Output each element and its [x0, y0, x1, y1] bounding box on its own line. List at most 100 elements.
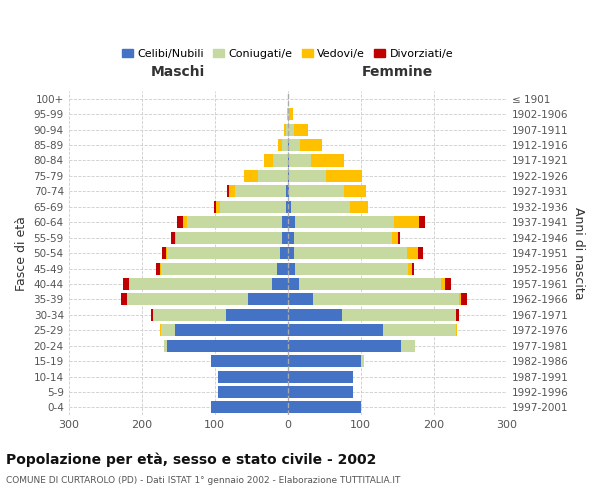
Bar	[265, 154, 273, 166]
Bar	[287, 324, 383, 336]
Bar	[287, 340, 401, 351]
Bar	[156, 262, 160, 274]
Y-axis label: Fasce di età: Fasce di età	[15, 216, 28, 290]
Bar	[287, 201, 292, 213]
Bar	[361, 355, 364, 367]
Bar	[287, 402, 361, 413]
Bar	[220, 201, 286, 213]
Bar	[162, 247, 166, 259]
Bar	[289, 108, 293, 120]
Bar	[459, 294, 461, 306]
Bar	[445, 278, 451, 290]
Bar	[408, 262, 412, 274]
Bar	[273, 154, 287, 166]
Bar	[277, 262, 287, 274]
Bar	[343, 309, 455, 321]
Bar	[394, 216, 419, 228]
Bar	[218, 370, 287, 382]
Bar	[311, 154, 344, 166]
Bar	[176, 232, 282, 243]
Bar	[229, 186, 235, 198]
Bar	[287, 154, 289, 166]
Bar	[175, 232, 176, 243]
Bar	[299, 278, 441, 290]
Bar	[287, 170, 289, 182]
Y-axis label: Anni di nascita: Anni di nascita	[572, 207, 585, 300]
Bar	[287, 309, 343, 321]
Bar	[286, 201, 287, 213]
Bar	[235, 186, 286, 198]
Bar	[121, 294, 127, 306]
Bar	[287, 124, 293, 136]
Bar	[282, 232, 287, 243]
Bar	[164, 340, 167, 351]
Bar	[287, 386, 353, 398]
Bar	[398, 232, 400, 243]
Bar	[461, 294, 467, 306]
Bar	[326, 170, 362, 182]
Bar	[227, 186, 229, 198]
Bar	[313, 294, 459, 306]
Bar	[383, 324, 455, 336]
Bar	[161, 324, 175, 336]
Bar	[286, 186, 287, 198]
Bar	[282, 216, 287, 228]
Bar	[344, 186, 366, 198]
Bar	[287, 262, 295, 274]
Bar	[244, 170, 259, 182]
Bar	[295, 262, 408, 274]
Bar	[418, 247, 424, 259]
Bar	[160, 324, 161, 336]
Bar	[287, 232, 293, 243]
Bar	[287, 186, 289, 198]
Text: COMUNE DI CURTAROLO (PD) - Dati ISTAT 1° gennaio 2002 - Elaborazione TUTTITALIA.: COMUNE DI CURTAROLO (PD) - Dati ISTAT 1°…	[6, 476, 400, 485]
Bar	[350, 201, 368, 213]
Bar	[161, 262, 277, 274]
Bar	[282, 139, 287, 151]
Text: Maschi: Maschi	[151, 64, 205, 78]
Bar	[287, 294, 313, 306]
Bar	[293, 232, 392, 243]
Bar	[129, 278, 272, 290]
Bar	[401, 340, 415, 351]
Bar	[287, 355, 361, 367]
Bar	[412, 262, 414, 274]
Legend: Celibi/Nubili, Coniugati/e, Vedovi/e, Divorziati/e: Celibi/Nubili, Coniugati/e, Vedovi/e, Di…	[118, 44, 458, 64]
Bar	[280, 247, 287, 259]
Bar	[293, 247, 407, 259]
Bar	[226, 309, 287, 321]
Bar	[167, 340, 287, 351]
Bar	[287, 370, 353, 382]
Bar	[160, 262, 161, 274]
Bar	[167, 247, 280, 259]
Bar	[183, 216, 187, 228]
Bar	[152, 309, 226, 321]
Bar	[178, 216, 183, 228]
Bar	[166, 247, 167, 259]
Bar	[289, 154, 311, 166]
Bar	[272, 278, 287, 290]
Bar	[419, 216, 425, 228]
Bar	[300, 139, 322, 151]
Bar	[284, 124, 286, 136]
Bar	[295, 216, 394, 228]
Text: Femmine: Femmine	[362, 64, 433, 78]
Bar	[455, 309, 459, 321]
Bar	[187, 216, 282, 228]
Bar	[175, 324, 287, 336]
Bar	[289, 170, 326, 182]
Bar	[289, 186, 344, 198]
Bar	[211, 402, 287, 413]
Bar	[289, 139, 300, 151]
Text: Popolazione per età, sesso e stato civile - 2002: Popolazione per età, sesso e stato civil…	[6, 452, 376, 467]
Bar	[124, 278, 129, 290]
Bar	[287, 108, 289, 120]
Bar	[216, 201, 220, 213]
Bar	[214, 201, 216, 213]
Bar	[218, 386, 287, 398]
Bar	[287, 139, 289, 151]
Bar	[287, 216, 295, 228]
Bar	[292, 201, 350, 213]
Bar	[293, 124, 308, 136]
Bar	[287, 278, 299, 290]
